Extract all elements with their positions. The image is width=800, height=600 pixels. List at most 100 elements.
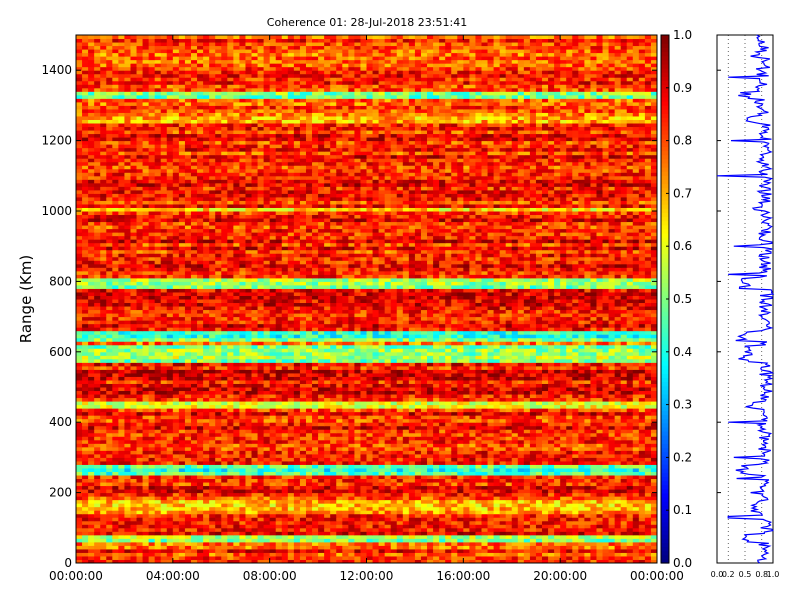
heatmap-cell — [578, 527, 585, 532]
heatmap-cell — [626, 531, 634, 536]
heatmap-cell — [233, 524, 240, 529]
heatmap-cell — [251, 531, 259, 536]
heatmap-cell — [275, 492, 283, 497]
heatmap-cell — [281, 404, 289, 409]
heatmap-cell — [312, 485, 319, 490]
heatmap-cell — [542, 531, 549, 536]
heatmap-cell — [439, 545, 446, 550]
heatmap-cell — [293, 517, 301, 522]
heatmap-cell — [590, 545, 597, 550]
heatmap-cell — [427, 394, 434, 399]
heatmap-cell — [330, 534, 337, 539]
heatmap-cell — [197, 506, 204, 511]
heatmap-cell — [118, 506, 125, 511]
heatmap-cell — [644, 387, 652, 392]
heatmap-cell — [499, 513, 507, 518]
heatmap-cell — [130, 482, 138, 487]
heatmap-cell — [614, 478, 622, 483]
heatmap-cell — [76, 517, 83, 522]
heatmap-cell — [451, 379, 458, 384]
heatmap-cell — [614, 411, 622, 416]
heatmap-cell — [402, 475, 410, 480]
heatmap-cell — [372, 527, 380, 532]
heatmap-cell — [293, 453, 301, 458]
heatmap-cell — [360, 432, 367, 437]
heatmap-cell — [529, 471, 537, 476]
heatmap-cell — [614, 545, 622, 550]
heatmap-cell — [360, 404, 367, 409]
heatmap-cell — [281, 489, 289, 494]
heatmap-cell — [560, 541, 567, 546]
heatmap-cell — [620, 394, 628, 399]
heatmap-cell — [372, 411, 380, 416]
heatmap-cell — [190, 418, 198, 423]
heatmap-cell — [620, 383, 628, 388]
heatmap-cell — [572, 439, 579, 444]
heatmap-cell — [433, 559, 440, 564]
heatmap-cell — [481, 524, 489, 529]
heatmap-cell — [433, 394, 440, 399]
heatmap-cell — [420, 510, 428, 515]
heatmap-cell — [505, 552, 513, 557]
heatmap-cell — [312, 541, 319, 546]
heatmap-cell — [299, 548, 307, 553]
heatmap-cell — [148, 450, 156, 455]
heatmap-cell — [402, 425, 410, 430]
heatmap-cell — [372, 450, 380, 455]
heatmap-cell — [245, 383, 253, 388]
heatmap-cell — [305, 418, 313, 423]
heatmap-cell — [348, 460, 355, 465]
heatmap-cell — [644, 531, 652, 536]
heatmap-cell — [263, 467, 271, 472]
heatmap-cell — [154, 383, 162, 388]
heatmap-cell — [596, 450, 604, 455]
heatmap-cell — [614, 401, 622, 406]
heatmap-cell — [88, 489, 95, 494]
heatmap-cell — [445, 499, 452, 504]
heatmap-cell — [348, 475, 355, 480]
heatmap-cell — [197, 555, 204, 560]
heatmap-cell — [523, 418, 531, 423]
heatmap-cell — [420, 436, 428, 441]
heatmap-cell — [560, 485, 567, 490]
heatmap-cell — [457, 478, 464, 483]
heatmap-cell — [511, 464, 519, 469]
heatmap-cell — [517, 520, 525, 525]
heatmap-cell — [100, 552, 107, 557]
heatmap-cell — [142, 418, 150, 423]
heatmap-cell — [130, 411, 138, 416]
heatmap-cell — [614, 404, 622, 409]
heatmap-cell — [650, 429, 658, 434]
heatmap-cell — [427, 552, 434, 557]
heatmap-cell — [554, 520, 561, 525]
heatmap-cell — [499, 383, 507, 388]
heatmap-cell — [608, 425, 616, 430]
heatmap-cell — [275, 555, 283, 560]
heatmap-cell — [535, 383, 543, 388]
heatmap-cell — [354, 559, 361, 564]
heatmap-cell — [178, 478, 186, 483]
heatmap-cell — [112, 460, 119, 465]
heatmap-cell — [475, 520, 482, 525]
heatmap-cell — [100, 401, 107, 406]
heatmap-cell — [336, 387, 343, 392]
heatmap-cell — [493, 467, 501, 472]
heatmap-cell — [602, 460, 610, 465]
heatmap-cell — [481, 492, 489, 497]
heatmap-cell — [420, 383, 428, 388]
heatmap-cell — [584, 534, 591, 539]
heatmap-cell — [427, 471, 434, 476]
heatmap-cell — [160, 527, 168, 532]
heatmap-cell — [100, 467, 107, 472]
heatmap-cell — [190, 464, 198, 469]
heatmap-cell — [263, 394, 271, 399]
heatmap-cell — [184, 559, 192, 564]
heatmap-cell — [463, 408, 470, 413]
heatmap-cell — [505, 478, 513, 483]
heatmap-cell — [166, 443, 174, 448]
heatmap-cell — [584, 422, 591, 427]
heatmap-cell — [257, 450, 265, 455]
heatmap-cell — [535, 548, 543, 553]
heatmap-cell — [342, 517, 349, 522]
heatmap-cell — [644, 383, 652, 388]
